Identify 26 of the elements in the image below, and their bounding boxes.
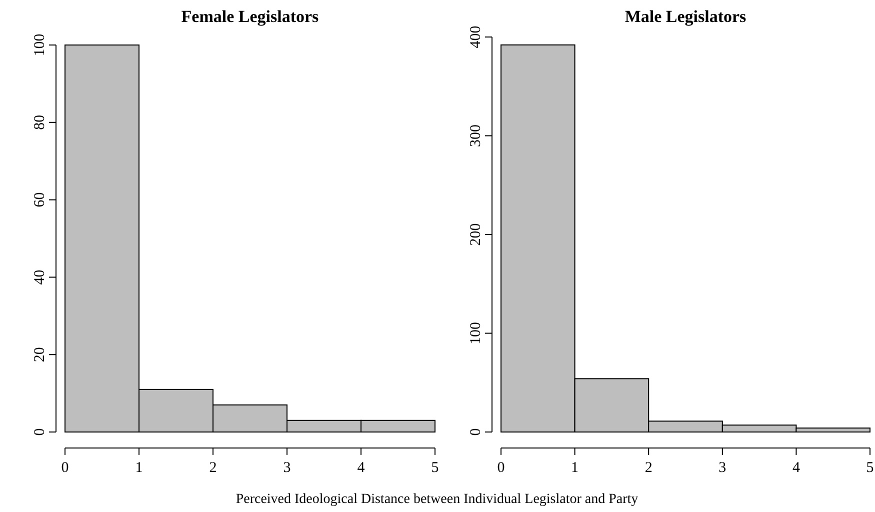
y-tick-label: 300	[468, 124, 484, 147]
y-tick-label: 100	[32, 34, 48, 56]
y-tick-label: 40	[32, 270, 48, 285]
x-tick-label: 4	[792, 460, 800, 476]
x-tick-label: 5	[431, 460, 439, 476]
y-tick-label: 200	[468, 223, 484, 246]
y-tick-label: 100	[468, 322, 484, 344]
x-tick-label: 3	[718, 460, 726, 476]
x-tick-label: 5	[866, 460, 874, 476]
x-tick-label: 2	[644, 460, 652, 476]
y-tick-label: 60	[32, 192, 48, 208]
x-tick-label: 1	[571, 460, 579, 476]
x-tick-label: 1	[135, 460, 143, 476]
x-tick-label: 0	[61, 460, 69, 476]
x-tick-label: 4	[357, 460, 366, 476]
y-tick-label: 400	[468, 26, 484, 48]
y-tick-label: 80	[32, 114, 48, 130]
chart-title: Male Legislators	[624, 7, 747, 26]
x-tick-label: 0	[497, 460, 505, 476]
y-tick-label: 0	[32, 428, 48, 436]
y-tick-label: 0	[468, 428, 484, 436]
x-tick-label: 3	[283, 460, 291, 476]
chart-title: Female Legislators	[181, 7, 320, 26]
y-tick-label: 20	[32, 347, 48, 362]
x-tick-label: 2	[209, 460, 217, 476]
x-axis-title: Perceived Ideological Distance between Individual Legislator and Party	[236, 492, 638, 507]
